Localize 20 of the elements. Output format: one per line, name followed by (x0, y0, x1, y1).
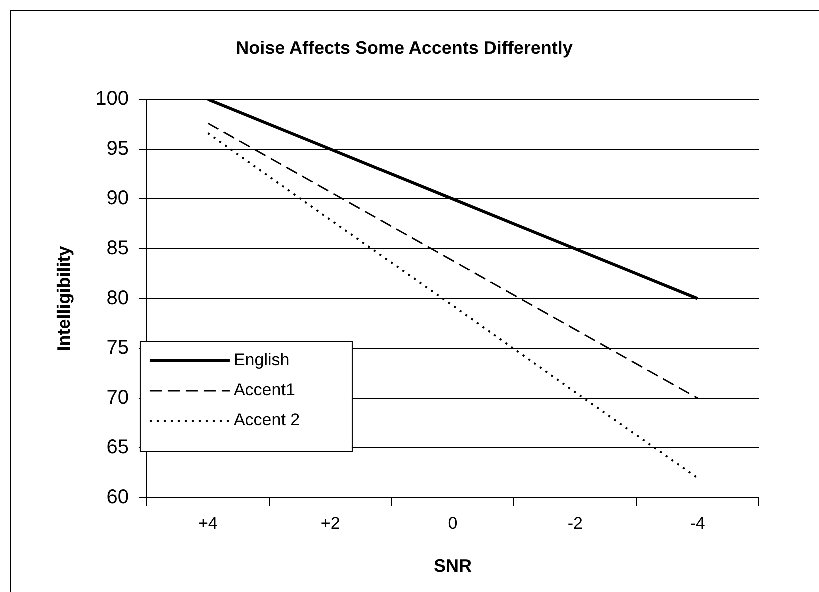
x-axis-title: SNR (434, 556, 472, 576)
legend-label: Accent 2 (234, 410, 300, 430)
y-tick-label: 100 (96, 88, 129, 110)
x-tick-label: +2 (320, 514, 340, 533)
y-tick-label: 60 (106, 486, 129, 509)
y-tick-label: 95 (106, 138, 129, 160)
y-tick-label: 70 (106, 386, 129, 409)
y-tick-label: 65 (106, 436, 129, 459)
x-tick-label: 0 (448, 514, 458, 533)
y-axis-title: Intelligibility (54, 246, 74, 352)
chart-title: Noise Affects Some Accents Differently (236, 38, 573, 58)
y-tick-label: 85 (106, 238, 129, 260)
x-tick-label: +4 (198, 514, 218, 533)
y-tick-label: 80 (106, 287, 129, 310)
y-tick-label: 90 (106, 188, 129, 210)
x-tick-label: -2 (568, 514, 583, 533)
legend-label: Accent1 (234, 380, 296, 400)
legend-label: English (234, 350, 290, 370)
x-tick-label: -4 (690, 514, 706, 533)
y-tick-label: 75 (106, 337, 129, 360)
